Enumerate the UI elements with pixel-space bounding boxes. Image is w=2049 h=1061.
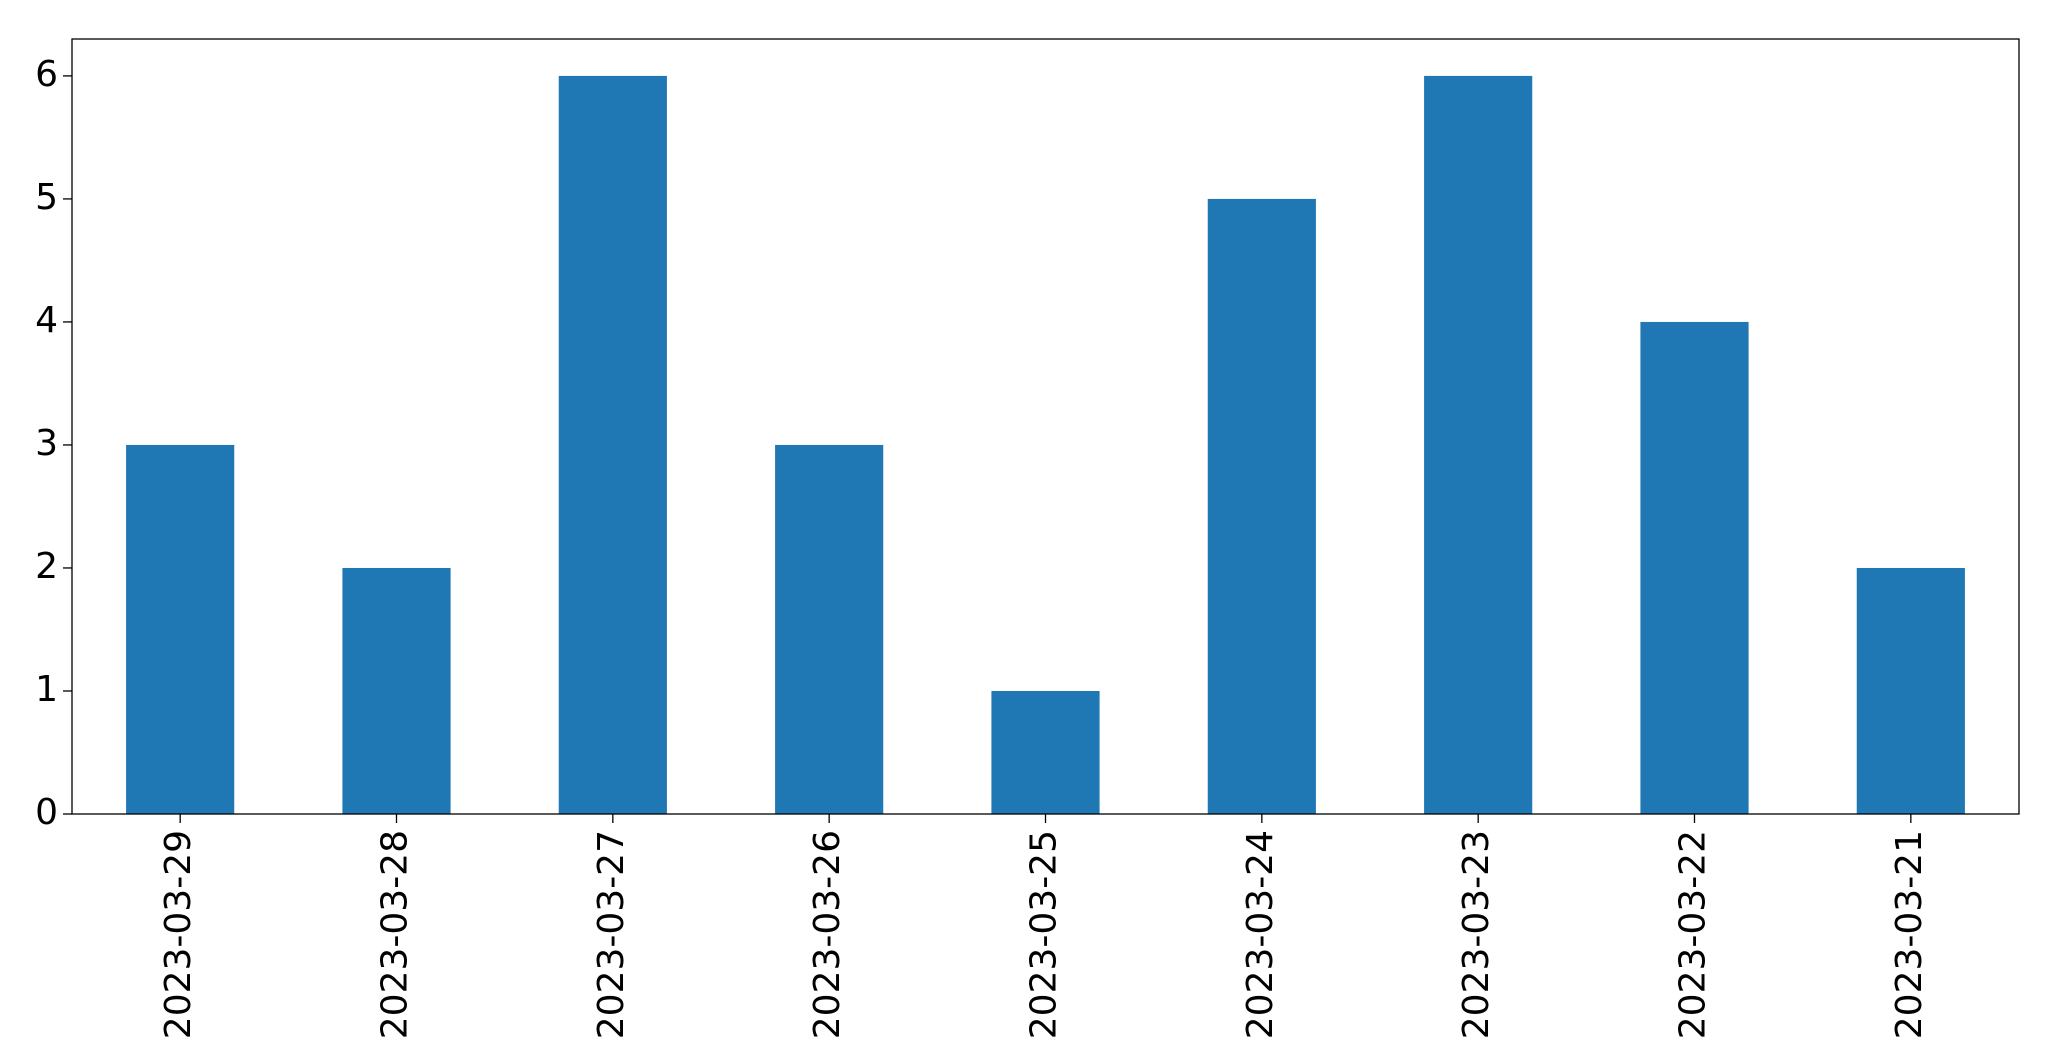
bar	[1424, 75, 1533, 814]
x-tick-label: 2023-03-23	[1456, 830, 1497, 1039]
bar	[342, 567, 451, 814]
y-tick-label: 4	[35, 300, 58, 341]
x-tick-label: 2023-03-25	[1024, 830, 1065, 1039]
bar	[775, 444, 884, 814]
y-tick-label: 0	[35, 792, 58, 833]
bar	[991, 690, 1100, 814]
x-tick-label: 2023-03-21	[1889, 830, 1930, 1039]
x-tick-label: 2023-03-24	[1240, 830, 1281, 1039]
x-tick-label: 2023-03-26	[807, 830, 848, 1039]
y-tick-label: 1	[35, 669, 58, 710]
x-tick-label: 2023-03-27	[591, 830, 632, 1039]
y-tick-label: 6	[35, 54, 58, 95]
x-tick-label: 2023-03-28	[375, 830, 416, 1039]
bar	[1640, 321, 1749, 814]
bar	[126, 444, 235, 814]
bar	[1207, 198, 1316, 814]
bar	[1856, 567, 1965, 814]
x-tick-label: 2023-03-22	[1673, 830, 1714, 1039]
y-tick-label: 2	[35, 546, 58, 587]
plot-frame	[71, 38, 2020, 815]
y-tick-label: 3	[35, 423, 58, 464]
bar	[558, 75, 667, 814]
x-tick-label: 2023-03-29	[158, 830, 199, 1039]
y-tick-label: 5	[35, 177, 58, 218]
